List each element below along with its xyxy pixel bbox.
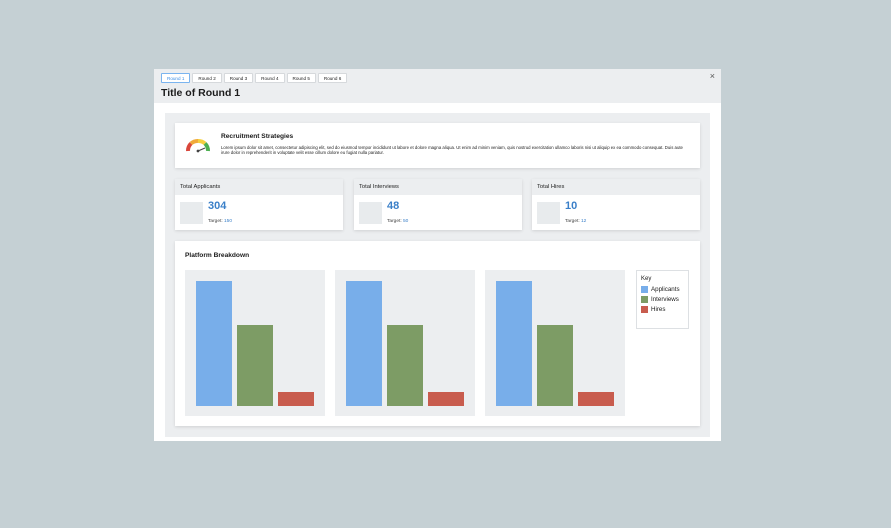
bar-applicants [346,281,382,406]
gauge-icon [186,139,210,153]
target-label: Target: [387,219,402,224]
bar-interviews [537,325,573,406]
stat-card-hires: Total Hires 10 Target: 12 [532,179,700,230]
stat-thumbnail [180,202,203,224]
tab-round-5[interactable]: Round 5 [286,73,316,83]
stat-target: Target: 150 [208,219,232,224]
stat-card-applicants: Total Applicants 304 Target: 150 [175,179,343,230]
bar-interviews [387,325,423,406]
legend-item-interviews: Interviews [641,296,684,303]
bar-hires [578,392,614,406]
close-icon[interactable]: × [709,71,715,81]
legend-label: Interviews [651,296,679,303]
strategy-description: Lorem ipsum dolor sit amet, consectetur … [221,145,683,156]
bar-applicants [196,281,232,406]
stat-value: 48 [387,200,400,212]
chart-panel-2 [335,270,475,416]
bar-applicants [496,281,532,406]
modal-header: Round 1 Round 2 Round 3 Round 4 Round 5 … [154,69,721,103]
round-tabs: Round 1 Round 2 Round 3 Round 4 Round 5 … [161,73,348,83]
chart-legend: Key Applicants Interviews Hires [636,270,689,329]
tab-round-3[interactable]: Round 3 [223,73,254,83]
stat-target: Target: 12 [565,219,586,224]
platform-title: Platform Breakdown [185,252,250,259]
target-value: 12 [581,219,587,224]
stat-thumbnail [359,202,382,224]
swatch-applicants [641,286,648,293]
legend-item-applicants: Applicants [641,286,684,293]
target-value: 150 [224,219,233,224]
page-title: Title of Round 1 [161,87,241,99]
tab-round-2[interactable]: Round 2 [192,73,222,83]
stat-thumbnail [537,202,560,224]
swatch-interviews [641,296,648,303]
target-value: 50 [403,219,409,224]
chart-panel-1 [185,270,325,416]
round-modal: Round 1 Round 2 Round 3 Round 4 Round 5 … [154,69,721,441]
stat-label: Total Interviews [354,179,522,195]
stat-label: Total Hires [532,179,700,195]
stat-value: 304 [208,200,227,212]
strategy-title: Recruitment Strategies [221,133,294,140]
platform-breakdown-card: Platform Breakdown Key Applicants Interv… [175,241,700,426]
stat-target: Target: 50 [387,219,408,224]
tab-round-1[interactable]: Round 1 [161,73,191,83]
target-label: Target: [565,219,580,224]
legend-title: Key [641,276,652,282]
tab-round-6[interactable]: Round 6 [317,73,348,83]
stat-card-interviews: Total Interviews 48 Target: 50 [354,179,522,230]
stat-label: Total Applicants [175,179,343,195]
legend-label: Applicants [651,286,680,293]
stat-value: 10 [565,200,578,212]
bar-interviews [237,325,273,406]
swatch-hires [641,306,648,313]
legend-item-hires: Hires [641,306,684,313]
round-content: Recruitment Strategies Lorem ipsum dolor… [165,113,710,437]
legend-label: Hires [651,306,666,313]
bar-hires [278,392,314,406]
bar-hires [428,392,464,406]
tab-round-4[interactable]: Round 4 [255,73,285,83]
chart-panel-3 [485,270,625,416]
strategy-card: Recruitment Strategies Lorem ipsum dolor… [175,123,700,168]
target-label: Target: [208,219,223,224]
